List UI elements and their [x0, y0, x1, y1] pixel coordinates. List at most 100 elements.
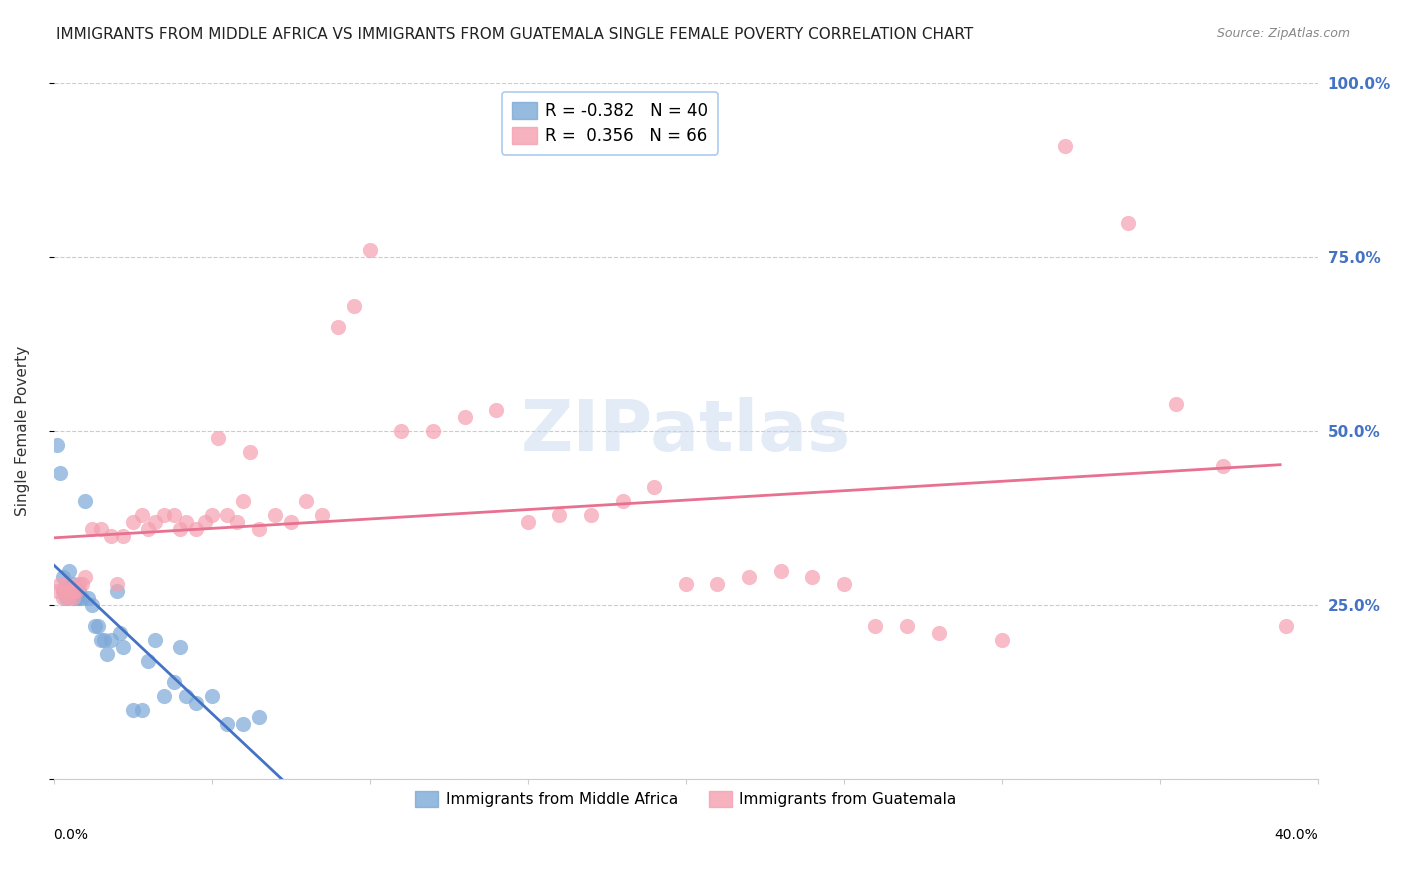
Point — [295, 494, 318, 508]
Point — [579, 508, 602, 522]
Text: Source: ZipAtlas.com: Source: ZipAtlas.com — [1216, 27, 1350, 40]
Point — [643, 480, 665, 494]
Point — [93, 633, 115, 648]
Point — [389, 425, 412, 439]
Point — [422, 425, 444, 439]
Point — [153, 689, 176, 703]
Point — [176, 689, 198, 703]
Point — [112, 640, 135, 654]
Point — [207, 431, 229, 445]
Point — [52, 584, 75, 599]
Point — [62, 591, 84, 606]
Text: 40.0%: 40.0% — [1274, 828, 1317, 842]
Point — [184, 696, 207, 710]
Point — [131, 508, 153, 522]
Point — [343, 299, 366, 313]
Point — [105, 577, 128, 591]
Point — [738, 570, 761, 584]
Point — [1118, 216, 1140, 230]
Point — [1164, 396, 1187, 410]
Point — [163, 508, 186, 522]
Point — [176, 515, 198, 529]
Point — [100, 633, 122, 648]
Point — [169, 522, 191, 536]
Point — [548, 508, 571, 522]
Point — [108, 626, 131, 640]
Point — [247, 709, 270, 723]
Point — [138, 654, 160, 668]
Point — [280, 515, 302, 529]
Point — [45, 584, 67, 599]
Point — [928, 626, 950, 640]
Point — [194, 515, 217, 529]
Point — [311, 508, 333, 522]
Point — [55, 584, 77, 599]
Point — [453, 410, 475, 425]
Point — [675, 577, 697, 591]
Point — [83, 619, 105, 633]
Point — [62, 577, 84, 591]
Point — [65, 591, 87, 606]
Point — [217, 508, 239, 522]
Point — [77, 591, 100, 606]
Point — [80, 599, 103, 613]
Point — [58, 584, 80, 599]
Point — [58, 591, 80, 606]
Point — [201, 508, 224, 522]
Point — [121, 703, 143, 717]
Point — [138, 522, 160, 536]
Point — [226, 515, 249, 529]
Point — [52, 591, 75, 606]
Point — [1054, 139, 1077, 153]
Legend: Immigrants from Middle Africa, Immigrants from Guatemala: Immigrants from Middle Africa, Immigrant… — [409, 785, 963, 814]
Point — [143, 515, 166, 529]
Text: 0.0%: 0.0% — [53, 828, 89, 842]
Point — [75, 494, 97, 508]
Point — [70, 591, 93, 606]
Point — [52, 584, 75, 599]
Point — [55, 584, 77, 599]
Point — [706, 577, 728, 591]
Point — [55, 591, 77, 606]
Point — [516, 515, 538, 529]
Point — [131, 703, 153, 717]
Point — [62, 584, 84, 599]
Text: IMMIGRANTS FROM MIDDLE AFRICA VS IMMIGRANTS FROM GUATEMALA SINGLE FEMALE POVERTY: IMMIGRANTS FROM MIDDLE AFRICA VS IMMIGRA… — [56, 27, 973, 42]
Point — [96, 647, 118, 661]
Point — [100, 529, 122, 543]
Point — [90, 633, 112, 648]
Point — [67, 577, 90, 591]
Point — [991, 633, 1014, 648]
Point — [65, 584, 87, 599]
Point — [52, 570, 75, 584]
Point — [80, 522, 103, 536]
Text: ZIPatlas: ZIPatlas — [520, 397, 851, 466]
Y-axis label: Single Female Poverty: Single Female Poverty — [15, 346, 30, 516]
Point — [801, 570, 824, 584]
Point — [264, 508, 287, 522]
Point — [153, 508, 176, 522]
Point — [359, 244, 381, 258]
Point — [1275, 619, 1298, 633]
Point — [832, 577, 855, 591]
Point — [865, 619, 887, 633]
Point — [67, 591, 90, 606]
Point — [326, 320, 349, 334]
Point — [163, 674, 186, 689]
Point — [769, 564, 792, 578]
Point — [239, 445, 262, 459]
Point — [485, 403, 508, 417]
Point — [217, 716, 239, 731]
Point — [67, 584, 90, 599]
Point — [58, 564, 80, 578]
Point — [612, 494, 634, 508]
Point — [105, 584, 128, 599]
Point — [49, 577, 72, 591]
Point — [45, 438, 67, 452]
Point — [65, 584, 87, 599]
Point — [70, 577, 93, 591]
Point — [247, 522, 270, 536]
Point — [87, 619, 110, 633]
Point — [121, 515, 143, 529]
Point — [75, 570, 97, 584]
